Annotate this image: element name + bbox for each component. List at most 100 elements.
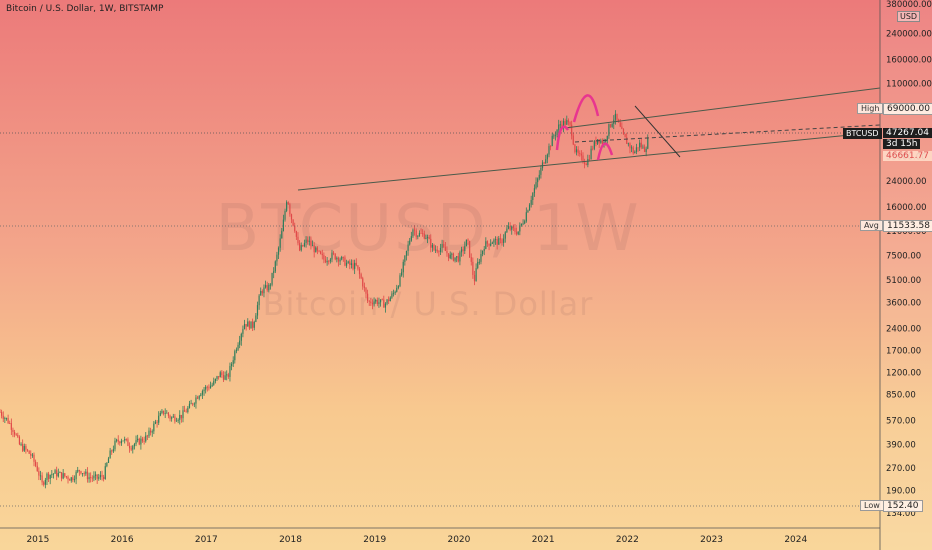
- candle-body: [587, 159, 589, 166]
- candle-body: [209, 385, 212, 389]
- candle-body: [550, 146, 552, 147]
- candle-body: [192, 403, 194, 405]
- candle-body: [486, 241, 489, 244]
- candle-body: [28, 450, 30, 454]
- candle-body: [354, 262, 356, 269]
- candle-body: [7, 418, 9, 424]
- head-shoulders-head-arc: [572, 94, 600, 123]
- candle-body: [143, 441, 145, 443]
- y-tick-label: 1700.00: [886, 346, 921, 356]
- candle-body: [219, 372, 221, 378]
- candle-body: [98, 477, 100, 479]
- resistance-line[interactable]: [634, 105, 681, 158]
- candle-body: [248, 321, 250, 329]
- candle-body: [444, 246, 446, 251]
- candle-body: [575, 149, 578, 153]
- channel-upper-line[interactable]: [564, 87, 881, 129]
- candle-body: [260, 291, 262, 296]
- candle-body: [201, 391, 204, 395]
- head-shoulders-left-arc: [555, 125, 570, 151]
- x-tick-label: 2024: [784, 535, 807, 545]
- candle-body: [483, 248, 485, 251]
- candle-body: [104, 466, 106, 480]
- price-axis-panel[interactable]: [880, 0, 932, 550]
- candle-body: [333, 252, 335, 254]
- candle-body: [72, 477, 74, 481]
- candle-body: [647, 138, 649, 149]
- candle-body: [308, 240, 310, 242]
- channel-lower-line[interactable]: [297, 131, 881, 191]
- candle-body: [188, 403, 191, 408]
- candle-body: [645, 148, 647, 153]
- y-tick-label: 190.00: [886, 487, 916, 497]
- countdown-value: 3d 15h: [883, 139, 921, 149]
- candle-body: [616, 113, 618, 120]
- last-price-value[interactable]: 47267.04: [883, 128, 932, 138]
- candle-body: [551, 135, 553, 147]
- high-value: 69000.00: [883, 103, 932, 115]
- avg-value: 11533.58: [883, 220, 932, 232]
- candle-body: [519, 225, 521, 232]
- candle-body: [240, 333, 242, 341]
- candle-body: [386, 299, 388, 304]
- candle-body: [595, 140, 597, 144]
- ticker-tag[interactable]: BTCUSD: [843, 128, 882, 139]
- candle-body: [538, 174, 540, 179]
- dashed-neckline[interactable]: [574, 124, 881, 143]
- candle-body: [525, 212, 527, 222]
- candle-body: [159, 412, 161, 416]
- y-tick-label: 24000.00: [886, 177, 927, 187]
- candle-body: [622, 129, 625, 135]
- high-tag: High: [857, 103, 884, 114]
- candle-body: [467, 239, 469, 241]
- x-tick-label: 2021: [532, 535, 555, 545]
- candle-body: [43, 482, 45, 485]
- candle-body: [150, 430, 152, 433]
- candle-body: [277, 247, 280, 255]
- candle-body: [574, 144, 576, 153]
- candle-body: [329, 259, 331, 262]
- candle-body: [559, 124, 561, 126]
- candle-body: [96, 474, 98, 479]
- candle-body: [268, 284, 270, 291]
- candle-body: [99, 475, 102, 478]
- candle-body: [284, 210, 286, 220]
- candle-body: [639, 142, 641, 148]
- candle-body: [218, 376, 220, 378]
- candle-body: [252, 321, 254, 328]
- candle-body: [540, 168, 542, 175]
- candle-body: [571, 124, 573, 136]
- candle-body: [341, 256, 343, 260]
- candle-body: [281, 230, 283, 239]
- candle-body: [457, 256, 459, 262]
- candle-body: [480, 254, 482, 262]
- candle-body: [426, 237, 429, 239]
- candle-body: [193, 403, 195, 405]
- candle-body: [472, 261, 474, 275]
- candle-body: [365, 287, 367, 294]
- head-shoulders-right-arc: [596, 142, 614, 161]
- candle-body: [517, 231, 519, 235]
- y-tick-label: 5100.00: [886, 276, 921, 286]
- candle-body: [530, 199, 532, 205]
- candle-body: [389, 297, 391, 302]
- candle-body: [41, 475, 43, 483]
- candle-body: [310, 240, 312, 246]
- candle-body: [379, 299, 382, 303]
- candle-body: [593, 140, 595, 149]
- candle-body: [360, 274, 362, 279]
- candle-body: [318, 250, 320, 252]
- candle-body: [226, 374, 228, 376]
- candle-body: [410, 236, 412, 241]
- candle-body: [133, 444, 136, 447]
- candle-body: [290, 214, 293, 220]
- candle-body: [203, 389, 205, 392]
- candle-body: [140, 438, 142, 445]
- candle-body: [26, 449, 29, 451]
- candle-body: [9, 423, 11, 424]
- candle-body: [211, 384, 213, 386]
- candle-body: [109, 450, 111, 459]
- candle-body: [138, 438, 140, 445]
- candle-body: [588, 159, 591, 160]
